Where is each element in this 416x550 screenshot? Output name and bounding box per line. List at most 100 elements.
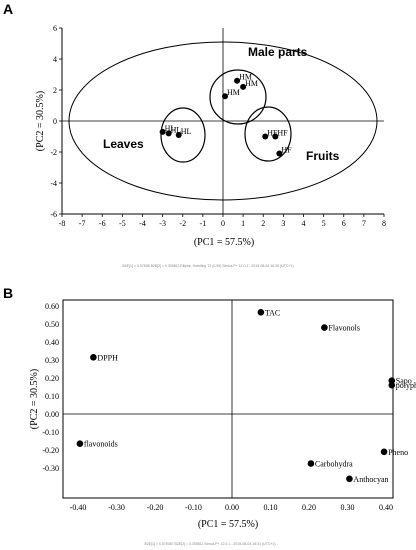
y-tick-label: 0.10 (45, 392, 59, 401)
x-tick-label: 3 (281, 219, 285, 228)
y-tick-label: -4 (50, 179, 57, 188)
score-point (159, 128, 166, 135)
score-point (175, 131, 182, 138)
x-tick-label: -7 (79, 219, 86, 228)
x-tick-label: 0.20 (302, 503, 316, 512)
loading-point (90, 354, 97, 361)
y-tick-label: -2 (50, 148, 57, 157)
y-tick-label: 0.30 (45, 356, 59, 365)
y-tick-label: -6 (50, 210, 57, 219)
y-tick-label: 4 (53, 55, 57, 64)
y-tick-label: 0.50 (45, 320, 59, 329)
loading-point-label: Sapo (396, 377, 412, 386)
score-point (222, 93, 229, 100)
x-tick-label: 0.40 (379, 503, 393, 512)
loading-point (388, 381, 396, 389)
y-tick-label: 0.20 (45, 374, 59, 383)
group-label-fruits: Fruits (306, 149, 340, 163)
x-tick-label: 1 (241, 219, 245, 228)
score-point (234, 77, 241, 84)
panel-b-y-ticks: 0.60 0.50 0.40 0.30 0.20 0.10 0.00 -0.10 -0.20 -0… (42, 302, 59, 473)
group-ellipse-male-parts (209, 69, 267, 125)
score-point (240, 83, 247, 90)
score-point (165, 130, 172, 137)
y-tick-label: 2 (53, 86, 57, 95)
score-point-label: HL (165, 124, 176, 133)
panel-a-x-ticks: -8 -7 -6 -5 -4 -3 -2 -1 0 1 2 3 4 5 6 7 8 (59, 214, 386, 228)
y-tick-label: 0 (53, 117, 57, 126)
score-point-label: HM (239, 73, 252, 82)
loading-point (321, 324, 328, 331)
panel-b-frame (62, 299, 394, 499)
y-tick-label: 6 (53, 24, 57, 33)
x-tick-label: -0.30 (108, 503, 125, 512)
panel-b-x-ticks: -0.40 -0.30 -0.20 -0.10 0.00 0.10 0.20 0.30 0.40 (70, 503, 393, 512)
panel-a-hotelling-ellipse (68, 41, 378, 201)
loading-point-label: polyph (396, 381, 416, 390)
x-tick-label: 0.00 (225, 503, 239, 512)
x-tick-label: -5 (119, 219, 126, 228)
score-point-label: HF (267, 129, 278, 138)
x-tick-label: -0.10 (185, 503, 202, 512)
x-tick-label: -1 (200, 219, 207, 228)
y-tick-label: 0.00 (45, 410, 59, 419)
loading-point (257, 309, 265, 316)
loading-point-label: Flavonols (328, 324, 360, 333)
panel-b-letter: B (3, 285, 13, 301)
y-tick-label: -0.30 (42, 464, 59, 473)
y-tick-label: -0.10 (42, 428, 59, 437)
panel-a: A -8 -7 -6 -5 -4 -3 -2 -1 0 1 2 3 4 5 6 7 8 6 4 2 0 -2 -4 -6 H… (3, 1, 386, 268)
panel-b: B -0.40 -0.30 -0.20 -0.10 0.00 0.10 0.20 0.30 0.… (3, 285, 416, 546)
panel-b-x-label: (PC1 = 57.5%) (198, 519, 258, 530)
group-ellipse-fruits (244, 106, 292, 162)
x-tick-label: 2 (261, 219, 265, 228)
score-point (276, 150, 283, 157)
panel-b-footer: B2E[1] = 0.575087 B2E[2] = 0.305811 Simc… (144, 542, 275, 546)
x-tick-label: 4 (302, 219, 306, 228)
x-tick-label: -3 (159, 219, 166, 228)
loading-point-label: Pheno (388, 448, 408, 457)
score-point (272, 133, 279, 140)
score-point (262, 133, 269, 140)
x-tick-label: 6 (342, 219, 346, 228)
group-ellipse-leaves (160, 107, 206, 163)
x-tick-label: 5 (322, 219, 326, 228)
x-tick-label: 0.30 (341, 503, 355, 512)
y-tick-label: -0.20 (42, 446, 59, 455)
score-point-label: HM (245, 79, 258, 88)
loading-point-label: DPPH (97, 353, 118, 362)
loading-point (380, 448, 388, 456)
panel-a-y-ticks: 6 4 2 0 -2 -4 -6 (50, 24, 62, 219)
panel-b-y-label: (PC2 = 30.5%) (29, 369, 40, 429)
x-tick-label: 7 (362, 219, 366, 228)
score-point-label: HM (227, 88, 240, 97)
y-tick-label: 0.60 (45, 302, 59, 311)
x-tick-label: -0.40 (70, 503, 87, 512)
panel-a-letter: A (3, 1, 13, 17)
score-point-label: HF (281, 146, 292, 155)
panel-a-y-label: (PC2 = 30.5%) (35, 91, 46, 151)
y-tick-label: 0.40 (45, 338, 59, 347)
loading-point-label: TAC (265, 308, 280, 317)
x-tick-label: 8 (382, 219, 386, 228)
score-point-label: HL (181, 127, 192, 136)
group-label-male-parts: Male parts (248, 45, 308, 59)
loading-point (76, 440, 84, 448)
panel-a-footer: B2E[1] = 0.57508 B2E[2] = 0.305811 Ellip… (122, 264, 293, 268)
loading-point (346, 475, 353, 483)
loading-point (307, 460, 315, 467)
loading-point-label: flavonoids (84, 440, 118, 449)
x-tick-label: -4 (139, 219, 146, 228)
group-label-leaves: Leaves (103, 137, 144, 151)
x-tick-label: -6 (99, 219, 106, 228)
x-tick-label: -2 (179, 219, 186, 228)
x-tick-label: 0.10 (264, 503, 278, 512)
x-tick-label: -8 (59, 219, 66, 228)
panel-a-x-label: (PC1 = 57.5%) (194, 237, 254, 248)
score-point-label: HL (171, 125, 182, 134)
x-tick-label: -0.20 (147, 503, 164, 512)
score-point-label: HF (277, 129, 288, 138)
